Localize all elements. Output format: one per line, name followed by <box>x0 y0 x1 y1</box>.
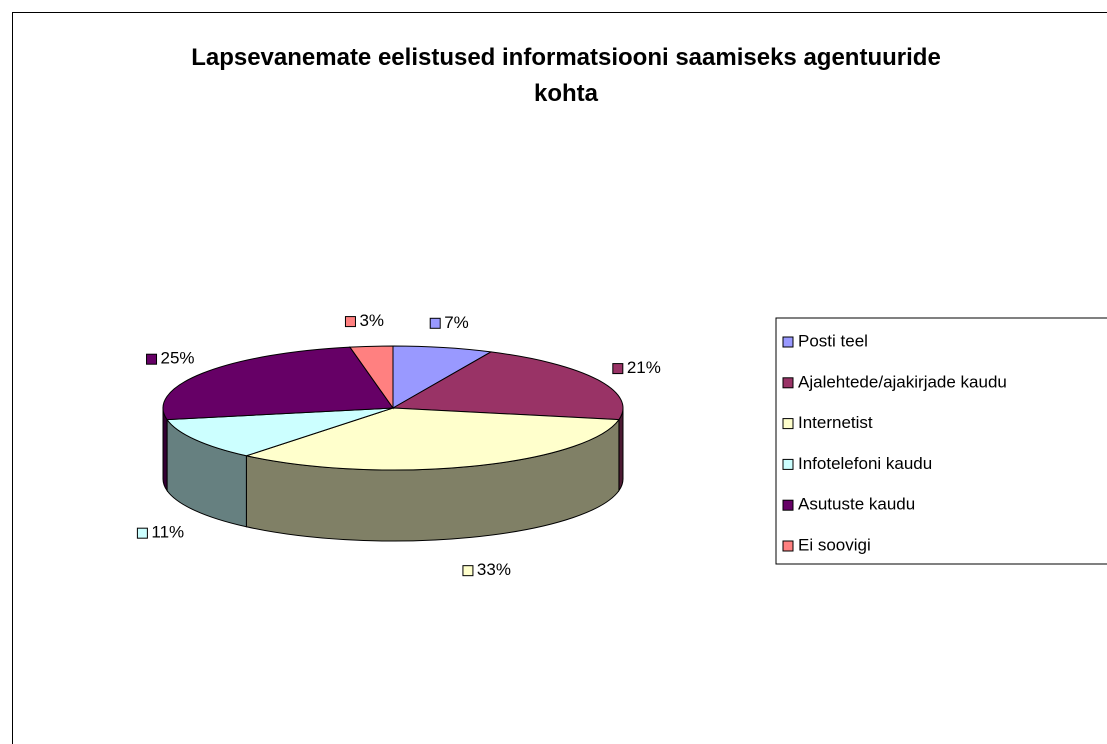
label-key <box>344 316 356 328</box>
chart-frame <box>12 12 1107 744</box>
data-label: 7% <box>444 313 469 332</box>
data-label: 3% <box>359 311 384 330</box>
slice <box>391 351 624 421</box>
legend-label: Ajalehtede/ajakirjade kaudu <box>798 372 1007 391</box>
slice-side <box>618 407 624 493</box>
slice <box>244 407 620 471</box>
legend-swatch <box>782 377 794 389</box>
slice <box>162 346 394 421</box>
label-key <box>612 363 624 375</box>
legend-label: Infotelefoni kaudu <box>798 454 932 473</box>
data-label: 25% <box>161 349 195 368</box>
data-label: 11% <box>151 523 184 542</box>
data-label: 21% <box>627 358 661 377</box>
label-key <box>146 353 158 365</box>
legend-swatch <box>782 336 794 348</box>
legend-label: Asutuste kaudu <box>798 495 915 514</box>
slice <box>392 345 493 409</box>
legend-swatch <box>782 540 794 552</box>
slice <box>166 407 394 457</box>
label-key <box>429 317 441 329</box>
legend-label: Posti teel <box>798 331 868 350</box>
legend-swatch <box>782 458 794 470</box>
legend-swatch <box>782 499 794 511</box>
legend-label: Ei soovigi <box>798 535 871 554</box>
label-key <box>462 565 474 577</box>
label-key <box>136 527 148 539</box>
chart-title: Lapsevanemate eelistused informatsiooni … <box>191 44 941 107</box>
legend-swatch <box>782 418 794 430</box>
slice-side <box>162 407 168 493</box>
legend-box <box>775 317 1107 565</box>
legend-label: Internetist <box>798 413 873 432</box>
data-label: 33% <box>477 560 511 579</box>
slice <box>348 345 394 410</box>
